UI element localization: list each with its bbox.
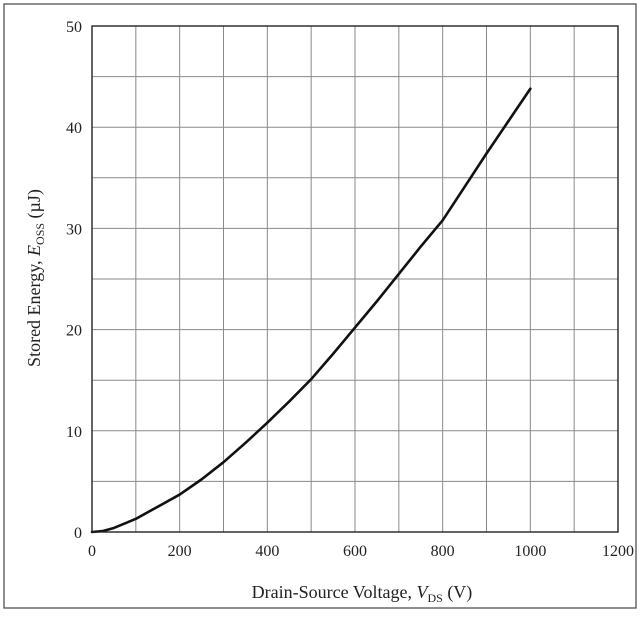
plot-area-border [91, 25, 619, 533]
y-tick-label: 30 [66, 221, 82, 238]
y-tick-label: 0 [74, 525, 82, 542]
x-tick-label: 400 [255, 543, 279, 560]
y-axis-label: Stored Energy, EOSS (µJ) [24, 189, 47, 367]
series-line [90, 87, 532, 534]
x-axis-label: Drain-Source Voltage, VDS (V) [252, 582, 473, 605]
y-tick-label: 10 [66, 424, 82, 441]
y-axis-label-symbol: E [24, 245, 44, 257]
x-tick-label: 200 [168, 543, 192, 560]
y-tick-label: 20 [66, 323, 82, 340]
tick-labels: 0 200 400 600 800 1000 1200 0 10 20 30 40 50 [66, 19, 634, 560]
x-tick-label: 1000 [514, 543, 546, 560]
x-axis-label-symbol: V [416, 582, 429, 602]
y-axis-label-subscript: OSS [33, 223, 47, 245]
x-axis-label-suffix: (V) [443, 582, 473, 603]
x-axis-label-subscript: DS [427, 591, 442, 605]
x-axis-label-prefix: Drain-Source Voltage, [252, 582, 417, 602]
series-layer [90, 87, 532, 534]
x-tick-label: 1200 [602, 543, 634, 560]
y-axis-label-prefix: Stored Energy, [24, 256, 44, 367]
y-tick-label: 50 [66, 19, 82, 36]
y-tick-label: 40 [66, 120, 82, 137]
x-tick-label: 0 [88, 543, 96, 560]
grid-lines [92, 26, 618, 532]
y-axis-label-suffix: (µJ) [24, 189, 45, 223]
figure-frame [3, 3, 637, 609]
x-tick-label: 600 [343, 543, 367, 560]
x-tick-label: 800 [431, 543, 455, 560]
